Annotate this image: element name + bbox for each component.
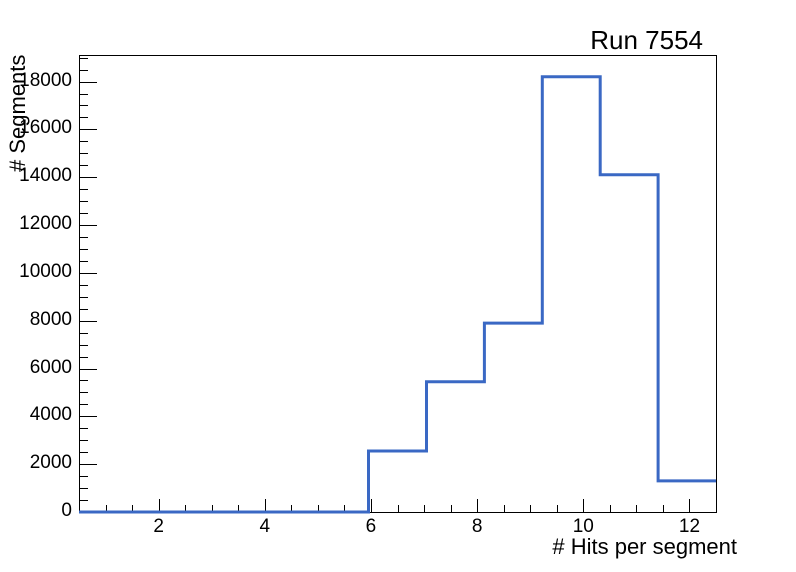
- histogram-line: [79, 75, 716, 514]
- x-axis-title: # Hits per segment: [552, 534, 737, 559]
- x-tick-label: 6: [365, 516, 377, 537]
- y-tick-label: 14000: [19, 165, 72, 187]
- y-tick-label: 8000: [29, 308, 72, 330]
- x-tick-label: 12: [678, 516, 701, 537]
- y-tick-label: 12000: [19, 213, 72, 235]
- y-tick-label: 0: [61, 500, 72, 521]
- y-tick-label: 6000: [29, 356, 72, 378]
- y-tick-label: 4000: [29, 404, 72, 426]
- y-tick-label: 16000: [19, 117, 72, 139]
- x-tick-label: 8: [471, 516, 483, 537]
- x-tick-label: 10: [572, 516, 594, 537]
- plot-frame: [79, 55, 717, 513]
- x-tick-label: 4: [259, 516, 271, 537]
- chart-title: Run 7554: [590, 25, 703, 55]
- y-tick-label: 2000: [29, 452, 72, 474]
- y-tick-label: 18000: [19, 69, 72, 91]
- y-tick-label: 10000: [19, 260, 72, 282]
- x-tick-label: 2: [153, 516, 164, 537]
